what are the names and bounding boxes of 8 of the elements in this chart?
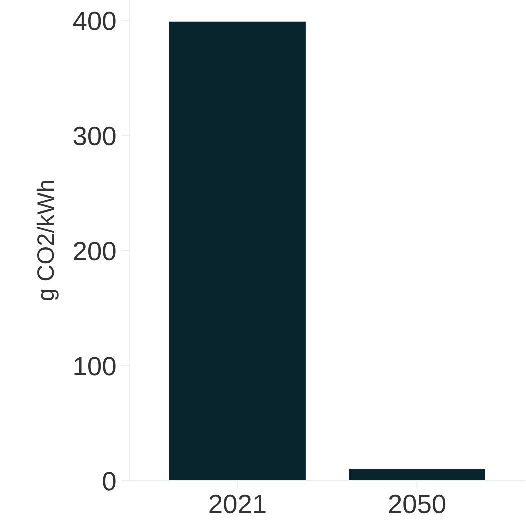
x-tick-label: 2021 [210,494,266,514]
y-tick-label: 200 [74,242,116,261]
y-tick-label: 300 [74,126,116,146]
y-tick-label: 100 [74,357,116,376]
y-axis-title: g CO2/kWh [36,181,59,301]
y-tick-label: 400 [73,12,116,31]
y-tick-label: 0 [103,472,116,491]
x-tick-label: 2050 [389,494,446,514]
